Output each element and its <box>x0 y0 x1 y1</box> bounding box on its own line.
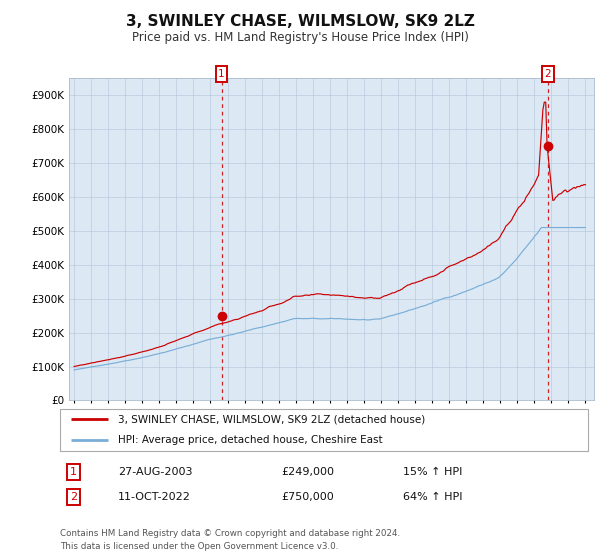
Text: Contains HM Land Registry data © Crown copyright and database right 2024.
This d: Contains HM Land Registry data © Crown c… <box>60 529 400 550</box>
Text: 3, SWINLEY CHASE, WILMSLOW, SK9 2LZ (detached house): 3, SWINLEY CHASE, WILMSLOW, SK9 2LZ (det… <box>118 414 425 424</box>
Text: 3, SWINLEY CHASE, WILMSLOW, SK9 2LZ: 3, SWINLEY CHASE, WILMSLOW, SK9 2LZ <box>125 14 475 29</box>
Text: 2: 2 <box>70 492 77 502</box>
Text: 15% ↑ HPI: 15% ↑ HPI <box>403 467 463 477</box>
Text: £750,000: £750,000 <box>282 492 335 502</box>
Text: Price paid vs. HM Land Registry's House Price Index (HPI): Price paid vs. HM Land Registry's House … <box>131 31 469 44</box>
Text: 2: 2 <box>544 69 551 79</box>
Text: 64% ↑ HPI: 64% ↑ HPI <box>403 492 463 502</box>
Text: 1: 1 <box>70 467 77 477</box>
Text: 11-OCT-2022: 11-OCT-2022 <box>118 492 191 502</box>
Text: £249,000: £249,000 <box>282 467 335 477</box>
Text: 1: 1 <box>218 69 225 79</box>
Text: HPI: Average price, detached house, Cheshire East: HPI: Average price, detached house, Ches… <box>118 435 383 445</box>
Text: 27-AUG-2003: 27-AUG-2003 <box>118 467 193 477</box>
